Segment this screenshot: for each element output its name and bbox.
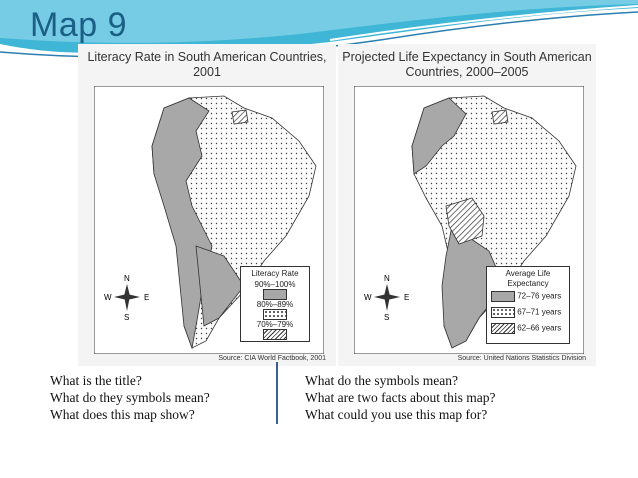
region-south [195,245,245,327]
region-north-hatch [231,109,249,125]
question: What is the title? [50,373,142,388]
questions-right: What do the symbols mean? What are two f… [305,372,495,423]
life-expectancy-legend: Average Life Expectancy 72–76 years 67–7… [486,266,570,344]
svg-text:N: N [124,274,130,283]
life-expectancy-legend-title: Average Life Expectancy [505,269,551,288]
literacy-map-source: Source: CIA World Factbook, 2001 [218,355,326,362]
question: What are two facts about this map? [305,390,496,405]
region-guyana-hatch [491,109,509,125]
legend-swatch-dots [491,307,515,318]
question: What do the symbols mean? [305,373,458,388]
legend-swatch-gray [491,291,515,302]
literacy-map-title: Literacy Rate in South American Countrie… [87,50,327,79]
question: What does this map show? [50,407,195,422]
legend-label: 80%–89% [256,300,294,309]
legend-swatch-hatch [263,329,287,340]
svg-text:E: E [404,293,409,302]
life-expectancy-map-source: Source: United Nations Statistics Divisi… [457,355,586,362]
legend-swatch-dots [263,309,287,320]
questions-left: What is the title? What do they symbols … [50,372,210,423]
literacy-legend: Literacy Rate 90%–100% 80%–89% 70%–79% [240,266,310,342]
header-swoosh [0,0,638,59]
question: What do they symbols mean? [50,390,210,405]
legend-label: 67–71 years [517,307,562,317]
life-expectancy-map-title: Projected Life Expectancy in South Ameri… [342,50,592,79]
region-west [411,97,467,175]
legend-label: 70%–79% [256,320,294,329]
region-west [151,97,213,350]
compass-rose: N S W E [364,274,409,322]
svg-text:S: S [384,313,389,322]
slide-title: Map 9 [30,6,127,44]
svg-text:N: N [384,274,390,283]
question: What could you use this map for? [305,407,488,422]
svg-text:W: W [364,293,372,302]
legend-label: 62–66 years [517,323,562,333]
literacy-legend-title: Literacy Rate [251,269,299,278]
svg-text:S: S [124,313,129,322]
svg-text:E: E [144,293,149,302]
compass-rose: N S W E [104,274,149,322]
legend-swatch-gray [263,289,287,300]
svg-text:W: W [104,293,112,302]
divider [276,362,278,424]
legend-swatch-hatch [491,323,515,334]
literacy-map-panel: Literacy Rate in South American Countrie… [78,44,336,366]
legend-label: 90%–100% [254,280,296,289]
life-expectancy-map-panel: Projected Life Expectancy in South Ameri… [338,44,596,366]
legend-label: 72–76 years [517,291,562,301]
region-bolivia-hatch [445,197,485,245]
literacy-map: N S W E [94,86,324,354]
